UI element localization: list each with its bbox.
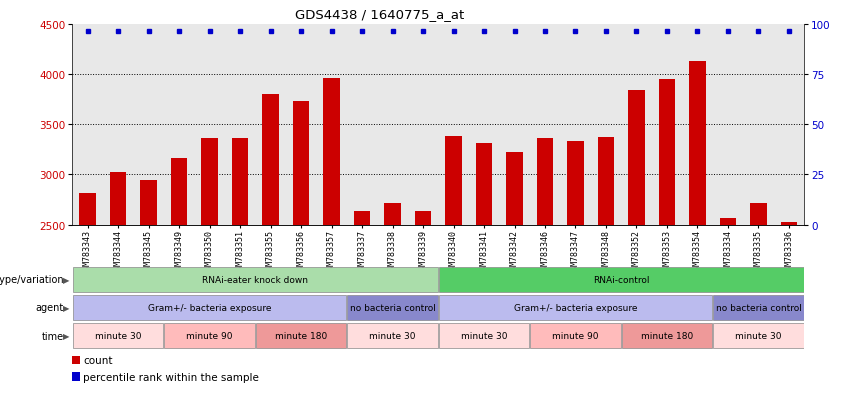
Bar [659,80,676,225]
Bar [171,159,187,225]
Bar [597,138,614,225]
Text: minute 30: minute 30 [369,331,416,340]
Bar [201,139,218,225]
Title: GDS4438 / 1640775_a_at: GDS4438 / 1640775_a_at [295,8,465,21]
Text: time: time [42,331,64,341]
Text: agent: agent [36,303,64,313]
Bar [164,323,254,349]
Text: ▶: ▶ [63,303,70,312]
Bar [720,218,736,225]
Bar [713,295,803,320]
Text: RNAi-eater knock down: RNAi-eater knock down [203,275,308,284]
Bar [537,139,553,225]
Text: RNAi-control: RNAi-control [593,275,649,284]
Bar [347,323,437,349]
Bar [354,211,370,225]
Text: percentile rank within the sample: percentile rank within the sample [83,372,259,382]
Bar [140,181,157,225]
Bar [73,295,346,320]
Bar [445,137,462,225]
Bar [506,153,523,225]
Bar [439,295,712,320]
Bar [73,323,163,349]
Text: minute 30: minute 30 [735,331,782,340]
Bar [72,373,80,381]
Bar [567,142,584,225]
Bar [622,323,712,349]
Text: minute 180: minute 180 [641,331,693,340]
Text: count: count [83,355,112,365]
Bar [256,323,346,349]
Text: minute 90: minute 90 [552,331,599,340]
Bar [713,323,803,349]
Text: no bacteria control: no bacteria control [716,303,802,312]
Bar [439,267,803,292]
Bar [73,267,437,292]
Bar [262,95,279,225]
Bar [414,211,431,225]
Text: minute 180: minute 180 [275,331,327,340]
Bar [110,173,127,225]
Bar [384,203,401,225]
Text: minute 30: minute 30 [94,331,141,340]
Bar [628,91,645,225]
Bar [750,203,767,225]
Bar [530,323,620,349]
Bar [323,79,340,225]
Text: Gram+/- bacteria exposure: Gram+/- bacteria exposure [514,303,637,312]
Text: Gram+/- bacteria exposure: Gram+/- bacteria exposure [148,303,271,312]
Bar [293,102,310,225]
Text: minute 90: minute 90 [186,331,233,340]
Text: ▶: ▶ [63,331,70,340]
Text: ▶: ▶ [63,275,70,284]
Text: genotype/variation: genotype/variation [0,275,64,285]
Bar [79,193,96,225]
Bar [780,222,797,225]
Bar [689,62,705,225]
Bar [476,144,493,225]
Bar [347,295,437,320]
Bar [439,323,529,349]
Text: minute 30: minute 30 [460,331,507,340]
Text: no bacteria control: no bacteria control [350,303,436,312]
Bar [72,356,80,364]
Bar [231,139,248,225]
